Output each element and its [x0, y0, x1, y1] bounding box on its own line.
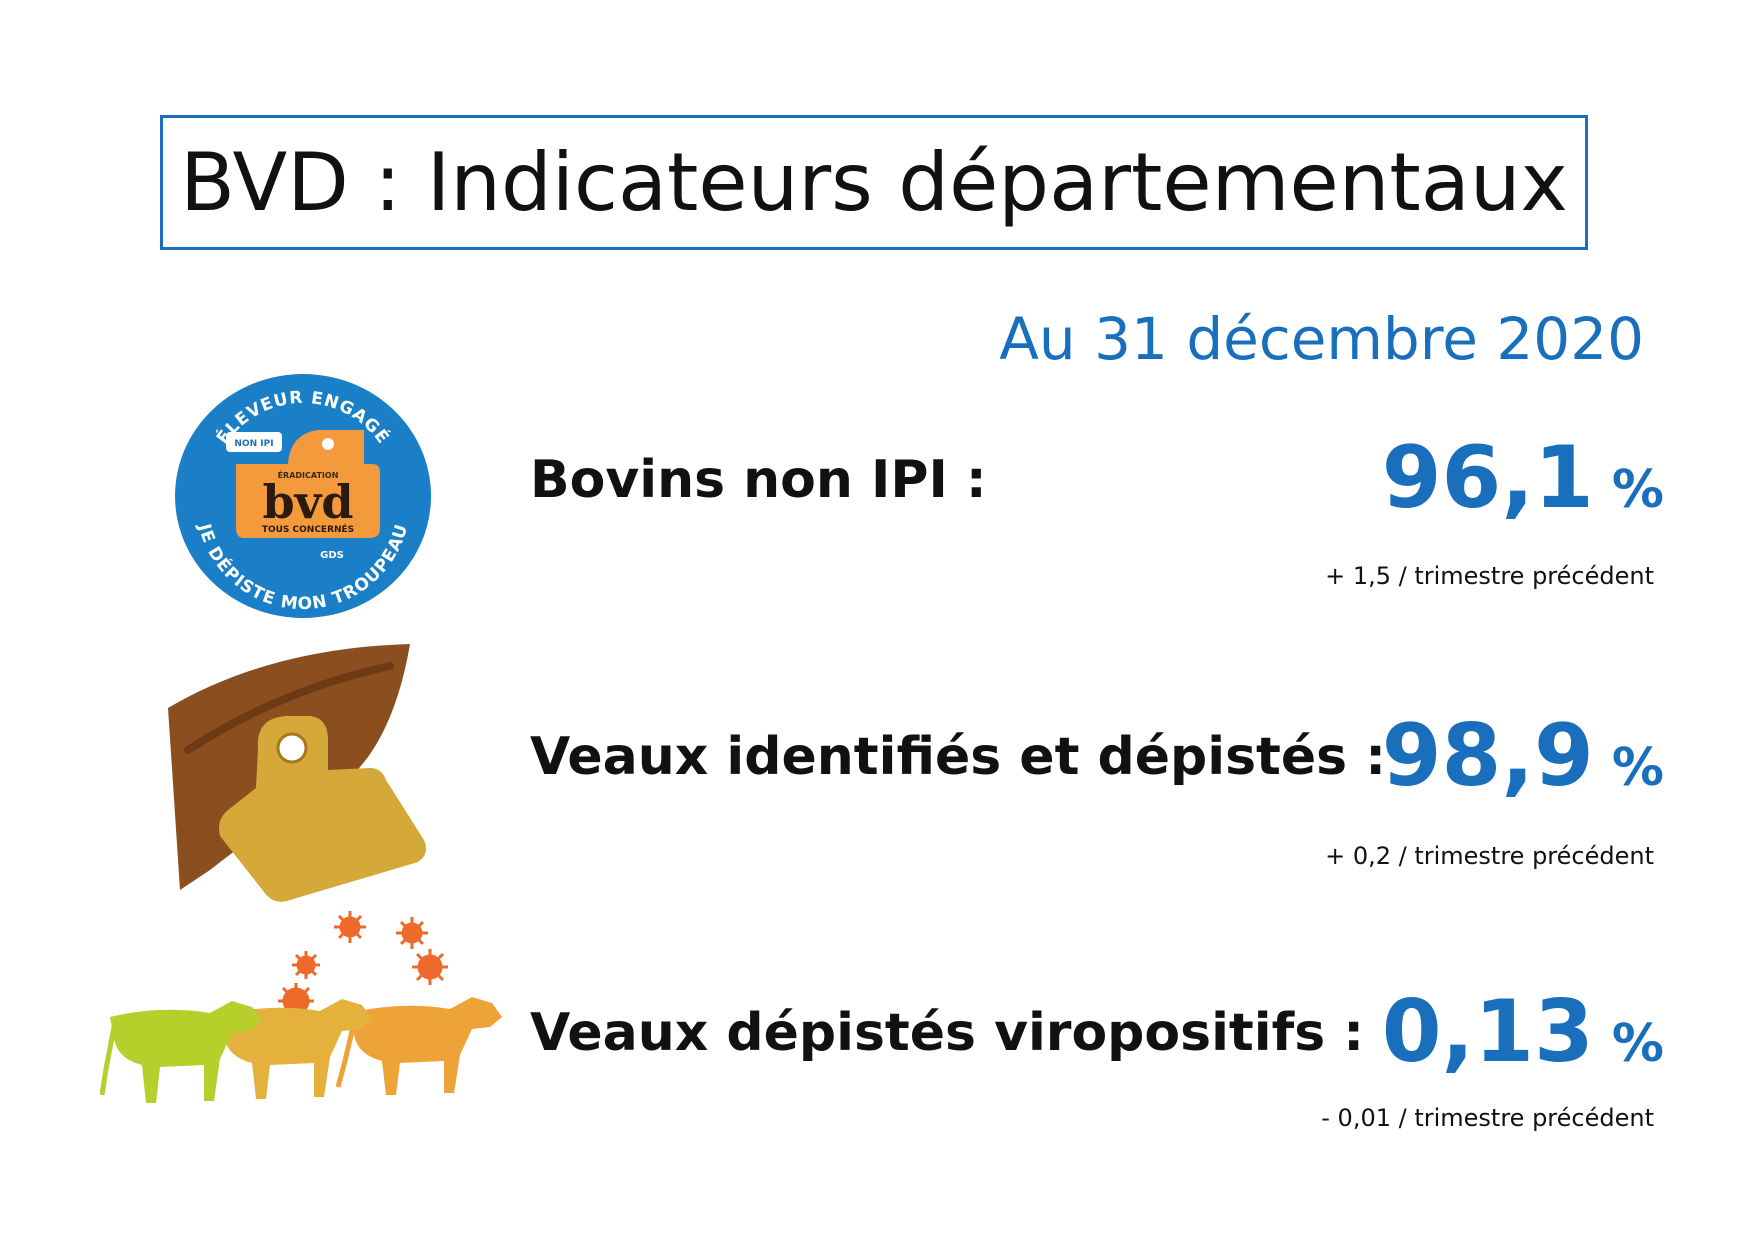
indicator-unit: % [1611, 1014, 1664, 1074]
indicator-unit: % [1611, 738, 1664, 798]
page-title: BVD : Indicateurs départementaux [180, 136, 1568, 229]
indicator-change-bovins-non-ipi: + 1,5 / trimestre précédent [1325, 562, 1654, 590]
badge-brand: bvd [262, 475, 353, 529]
indicator-label-veaux-viropositifs: Veaux dépistés viropositifs : [530, 1003, 1365, 1063]
badge-eradication: ÉRADICATION [278, 469, 339, 480]
indicator-number: 0,13 [1381, 982, 1594, 1082]
indicator-change-veaux-viropositifs: - 0,01 / trimestre précédent [1321, 1104, 1654, 1132]
indicator-value-veaux-viropositifs: 0,13% [1382, 982, 1664, 1082]
title-box: BVD : Indicateurs départementaux [160, 115, 1588, 250]
indicator-label-bovins-non-ipi: Bovins non IPI : [530, 450, 987, 510]
ear-tag-icon [168, 644, 426, 902]
bvd-badge-icon: ÉLEVEUR ENGAGÉ JE DÉPISTE MON TROUPEAU N… [175, 374, 431, 618]
indicator-label-veaux-identifies: Veaux identifiés et dépistés : [530, 727, 1386, 787]
indicator-value-bovins-non-ipi: 96,1% [1382, 428, 1664, 528]
calves-virus-icon [100, 911, 502, 1103]
indicator-change-veaux-identifies: + 0,2 / trimestre précédent [1325, 842, 1654, 870]
badge-tagline: TOUS CONCERNÉS [262, 523, 354, 535]
indicator-unit: % [1611, 460, 1664, 520]
indicator-number: 98,9 [1381, 706, 1594, 806]
date-label: Au 31 décembre 2020 [999, 305, 1644, 373]
badge-tag-label: NON IPI [234, 439, 273, 449]
indicator-number: 96,1 [1381, 428, 1594, 528]
indicator-value-veaux-identifies: 98,9% [1382, 706, 1664, 806]
badge-org: GDS [320, 550, 344, 561]
